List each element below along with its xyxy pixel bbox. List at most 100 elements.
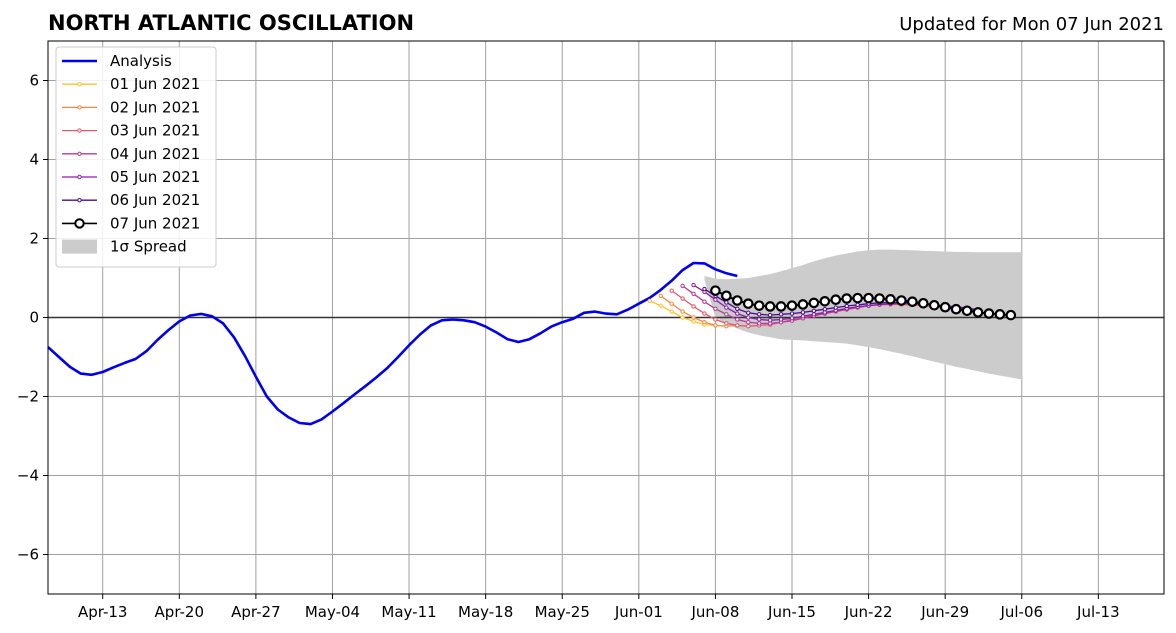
x-tick-label: May-25 [535, 603, 590, 621]
forecast-point [710, 285, 721, 296]
forecast-point [907, 296, 918, 307]
forecast-point [746, 310, 751, 315]
forecast-point [746, 315, 751, 320]
legend-item: 05 Jun 2021 [62, 168, 200, 186]
legend-marker [74, 218, 85, 229]
forecast-point [917, 297, 929, 309]
forecast-point [721, 290, 732, 302]
forecast-point [756, 317, 762, 322]
series-layer [47, 261, 1017, 426]
forecast-point [702, 299, 707, 304]
forecast-point [735, 306, 740, 312]
forecast-point [753, 300, 765, 311]
forecast-series-6 [710, 285, 1017, 321]
forecast-point [797, 299, 809, 310]
forecast-point [691, 304, 696, 309]
forecast-point [764, 301, 776, 312]
forecast-point [680, 296, 685, 301]
forecast-point [691, 291, 696, 296]
x-tick-label: Apr-13 [78, 603, 128, 621]
legend-item: 01 Jun 2021 [62, 75, 200, 93]
forecast-point [691, 319, 696, 324]
x-tick-label: Jun-22 [844, 603, 893, 621]
forecast-point [746, 320, 751, 325]
forecast-point [735, 317, 740, 322]
y-tick-label: 2 [29, 230, 39, 248]
legend-marker [77, 198, 82, 203]
x-tick-label: Jul-06 [999, 603, 1043, 621]
forecast-point [669, 309, 674, 314]
spread-layer [704, 249, 1022, 380]
forecast-point [775, 301, 787, 312]
forecast-point [756, 312, 762, 317]
forecast-point [724, 305, 729, 310]
y-tick-label: 0 [29, 309, 39, 327]
forecast-point [713, 297, 718, 302]
legend-marker [77, 128, 82, 133]
forecast-point [863, 292, 874, 304]
x-tick-label: Apr-20 [155, 603, 205, 621]
plot-area [47, 40, 1165, 595]
legend-label: 05 Jun 2021 [110, 168, 200, 186]
x-tick-label: Jun-29 [920, 603, 969, 621]
forecast-point [756, 321, 762, 326]
forecast-point [983, 308, 995, 319]
forecast-point [778, 317, 784, 322]
forecast-point [961, 305, 973, 317]
forecast-point [691, 315, 696, 320]
y-tick-label: −2 [17, 388, 39, 406]
forecast-point [680, 283, 685, 289]
forecast-point [811, 308, 817, 313]
x-tick-label: Jun-01 [614, 603, 663, 621]
x-tick-label: May-04 [305, 603, 360, 621]
forecast-point [1005, 309, 1017, 321]
forecast-point [658, 303, 663, 308]
legend-label: 04 Jun 2021 [110, 145, 200, 163]
x-tick-label: May-11 [381, 603, 436, 621]
legend-label: 01 Jun 2021 [110, 75, 200, 93]
legend: Analysis 01 Jun 2021 02 Jun 2021 03 Jun 202… [55, 46, 217, 268]
forecast-point [822, 307, 828, 312]
legend-label: 07 Jun 2021 [110, 214, 200, 232]
forecast-point [731, 295, 743, 306]
legend-item: 1σ Spread [62, 238, 187, 256]
forecast-point [808, 297, 820, 309]
legend-label: 02 Jun 2021 [110, 98, 200, 116]
forecast-point [702, 320, 707, 325]
forecast-point [746, 323, 751, 329]
forecast-point [844, 303, 849, 309]
forecast-point [658, 293, 663, 298]
x-tick-label: Jun-15 [767, 603, 816, 621]
forecast-point [669, 301, 674, 306]
legend-item: 06 Jun 2021 [62, 191, 200, 209]
legend-swatch [62, 239, 97, 254]
forecast-point [833, 305, 838, 310]
forecast-point [735, 323, 740, 328]
legend-marker [77, 174, 82, 180]
forecast-point [874, 293, 885, 304]
forecast-point [735, 311, 740, 316]
forecast-point [800, 314, 806, 319]
forecast-point [789, 311, 795, 316]
legend-item: 02 Jun 2021 [62, 98, 200, 116]
forecast-point [855, 302, 860, 308]
legend-label: 03 Jun 2021 [110, 122, 200, 140]
forecast-point [724, 312, 729, 317]
forecast-point [800, 310, 806, 315]
forecast-point [742, 298, 754, 309]
forecast-line [714, 289, 1011, 317]
legend-item: 04 Jun 2021 [62, 145, 200, 163]
forecast-point [896, 295, 907, 306]
forecast-point [724, 300, 729, 305]
forecast-point [713, 323, 718, 328]
forecast-point [830, 294, 842, 306]
forecast-point [767, 312, 773, 318]
x-tick-label: Apr-27 [231, 603, 281, 621]
legend-item: Analysis [62, 52, 172, 70]
forecast-point [680, 309, 685, 314]
x-tick-label: Jul-13 [1076, 603, 1120, 621]
y-tick-label: −4 [17, 467, 39, 485]
forecast-point [778, 312, 784, 317]
legend-marker [77, 151, 82, 157]
